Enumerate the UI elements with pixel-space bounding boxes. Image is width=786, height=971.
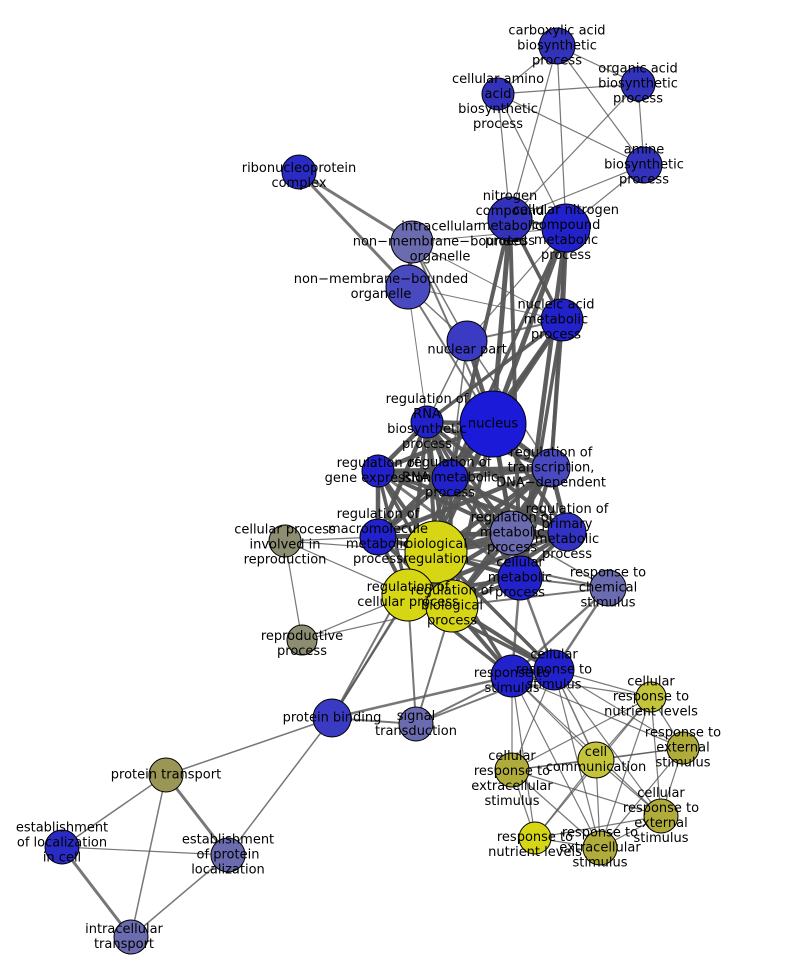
graph-edge (556, 45, 645, 166)
graph-edge (497, 93, 645, 166)
graph-node-nucleus[interactable] (459, 390, 527, 458)
graph-edge (497, 93, 567, 229)
graph-node-ribonucleoprotein-complex[interactable] (281, 154, 317, 190)
graph-node-cellular-amino-acid-biosynthetic-process[interactable] (481, 77, 515, 111)
graph-node-nitrogen-compound-metabolic-process[interactable] (487, 196, 533, 242)
graph-node-cellular-process-involved-in-reproduction[interactable] (268, 524, 302, 558)
graph-edge (511, 769, 662, 817)
graph-node-regulation-of-rna-metabolic-process[interactable] (431, 459, 469, 497)
graph-edge (599, 696, 652, 849)
graph-node-nucleic-acid-metabolic-process[interactable] (540, 298, 584, 342)
graph-edge (599, 747, 684, 849)
graph-node-cell-communication[interactable] (577, 741, 615, 779)
graph-node-establishment-of-localization-in-cell[interactable] (44, 829, 80, 865)
graph-node-biological-regulation[interactable] (404, 520, 468, 584)
graph-edge (497, 83, 639, 95)
node-layer (44, 27, 700, 955)
graph-node-organic-acid-biosynthetic-process[interactable] (620, 66, 656, 102)
graph-edge (534, 815, 662, 839)
graph-edge (509, 164, 645, 220)
graph-edge (61, 774, 167, 848)
graph-edge (376, 469, 569, 534)
graph-edge (425, 420, 569, 534)
graph-edge (511, 769, 601, 849)
graph-edge (490, 225, 569, 427)
graph-edge (165, 717, 333, 776)
graph-node-regulation-of-biological-process[interactable] (425, 579, 479, 633)
graph-edge (407, 286, 428, 423)
graph-edge (553, 669, 684, 749)
graph-node-intracellular-non-membrane-bounded-organelle[interactable] (390, 220, 434, 264)
graph-node-cellular-nitrogen-compound-metabolic-process[interactable] (541, 203, 591, 253)
graph-edge (556, 45, 567, 229)
graph-edge (509, 45, 558, 220)
graph-node-response-to-stimulus[interactable] (490, 654, 534, 698)
graph-node-non-membrane-bounded-organelle[interactable] (385, 264, 431, 310)
graph-node-response-to-nutrient-levels[interactable] (518, 821, 552, 855)
graph-edge (509, 83, 639, 220)
graph-edge (130, 774, 167, 938)
graph-edge (411, 227, 567, 243)
graph-node-cellular-response-to-extracellular-stimulus[interactable] (494, 752, 530, 788)
graph-edge (330, 674, 514, 720)
graph-node-regulation-of-macromolecule-metabolic-process[interactable] (359, 518, 397, 556)
graph-edge (227, 717, 333, 856)
graph-node-regulation-of-cellular-process[interactable] (381, 568, 435, 622)
graph-node-amine-biosynthetic-process[interactable] (625, 146, 663, 184)
graph-node-protein-binding[interactable] (312, 698, 352, 738)
graph-edge (466, 227, 567, 342)
graph-node-regulation-of-rna-biosynthetic-process[interactable] (410, 405, 444, 439)
graph-edge (549, 318, 564, 470)
graph-edge (553, 669, 662, 817)
graph-edge (511, 675, 601, 849)
edge-layer (60, 45, 684, 939)
graph-edge (490, 216, 513, 427)
graph-edge (553, 669, 601, 849)
graph-edge (510, 586, 610, 678)
graph-edge (411, 241, 563, 321)
graph-edge (60, 845, 133, 939)
graph-edge (511, 696, 652, 771)
graph-node-regulation-of-transcription-dna-dependent[interactable] (531, 448, 571, 488)
graph-node-intracellular-transport[interactable] (113, 919, 149, 955)
graph-edge (407, 286, 563, 321)
graph-node-reproductive-process[interactable] (286, 624, 318, 656)
graph-node-regulation-of-gene-expression[interactable] (361, 454, 395, 488)
graph-node-response-to-chemical-stimulus[interactable] (589, 569, 627, 607)
graph-edge (297, 170, 414, 244)
graph-node-establishment-of-protein-localization[interactable] (210, 837, 246, 873)
graph-node-signal-transduction[interactable] (398, 706, 434, 742)
graph-edge (425, 318, 564, 424)
graph-node-cellular-metabolic-process[interactable] (497, 555, 543, 601)
graph-edge (297, 170, 410, 289)
graph-edge (284, 540, 303, 641)
graph-edge (650, 696, 662, 817)
graph-node-response-to-extracellular-stimulus[interactable] (582, 830, 618, 866)
graph-edge (61, 846, 229, 856)
graph-edge (130, 854, 229, 938)
graph-node-cellular-response-to-external-stimulus[interactable] (643, 798, 679, 834)
graph-edge (376, 469, 514, 535)
graph-node-regulation-of-primary-metabolic-process[interactable] (547, 512, 587, 552)
graph-node-protein-transport[interactable] (148, 757, 184, 793)
graph-node-carboxylic-acid-biosynthetic-process[interactable] (538, 27, 576, 65)
graph-node-nuclear-part[interactable] (446, 320, 488, 362)
graph-node-response-to-external-stimulus[interactable] (666, 731, 700, 765)
graph-node-regulation-of-metabolic-process[interactable] (489, 510, 535, 556)
graph-node-cellular-response-to-nutrient-levels[interactable] (635, 681, 667, 713)
graph-node-cellular-response-to-stimulus[interactable] (533, 649, 575, 691)
